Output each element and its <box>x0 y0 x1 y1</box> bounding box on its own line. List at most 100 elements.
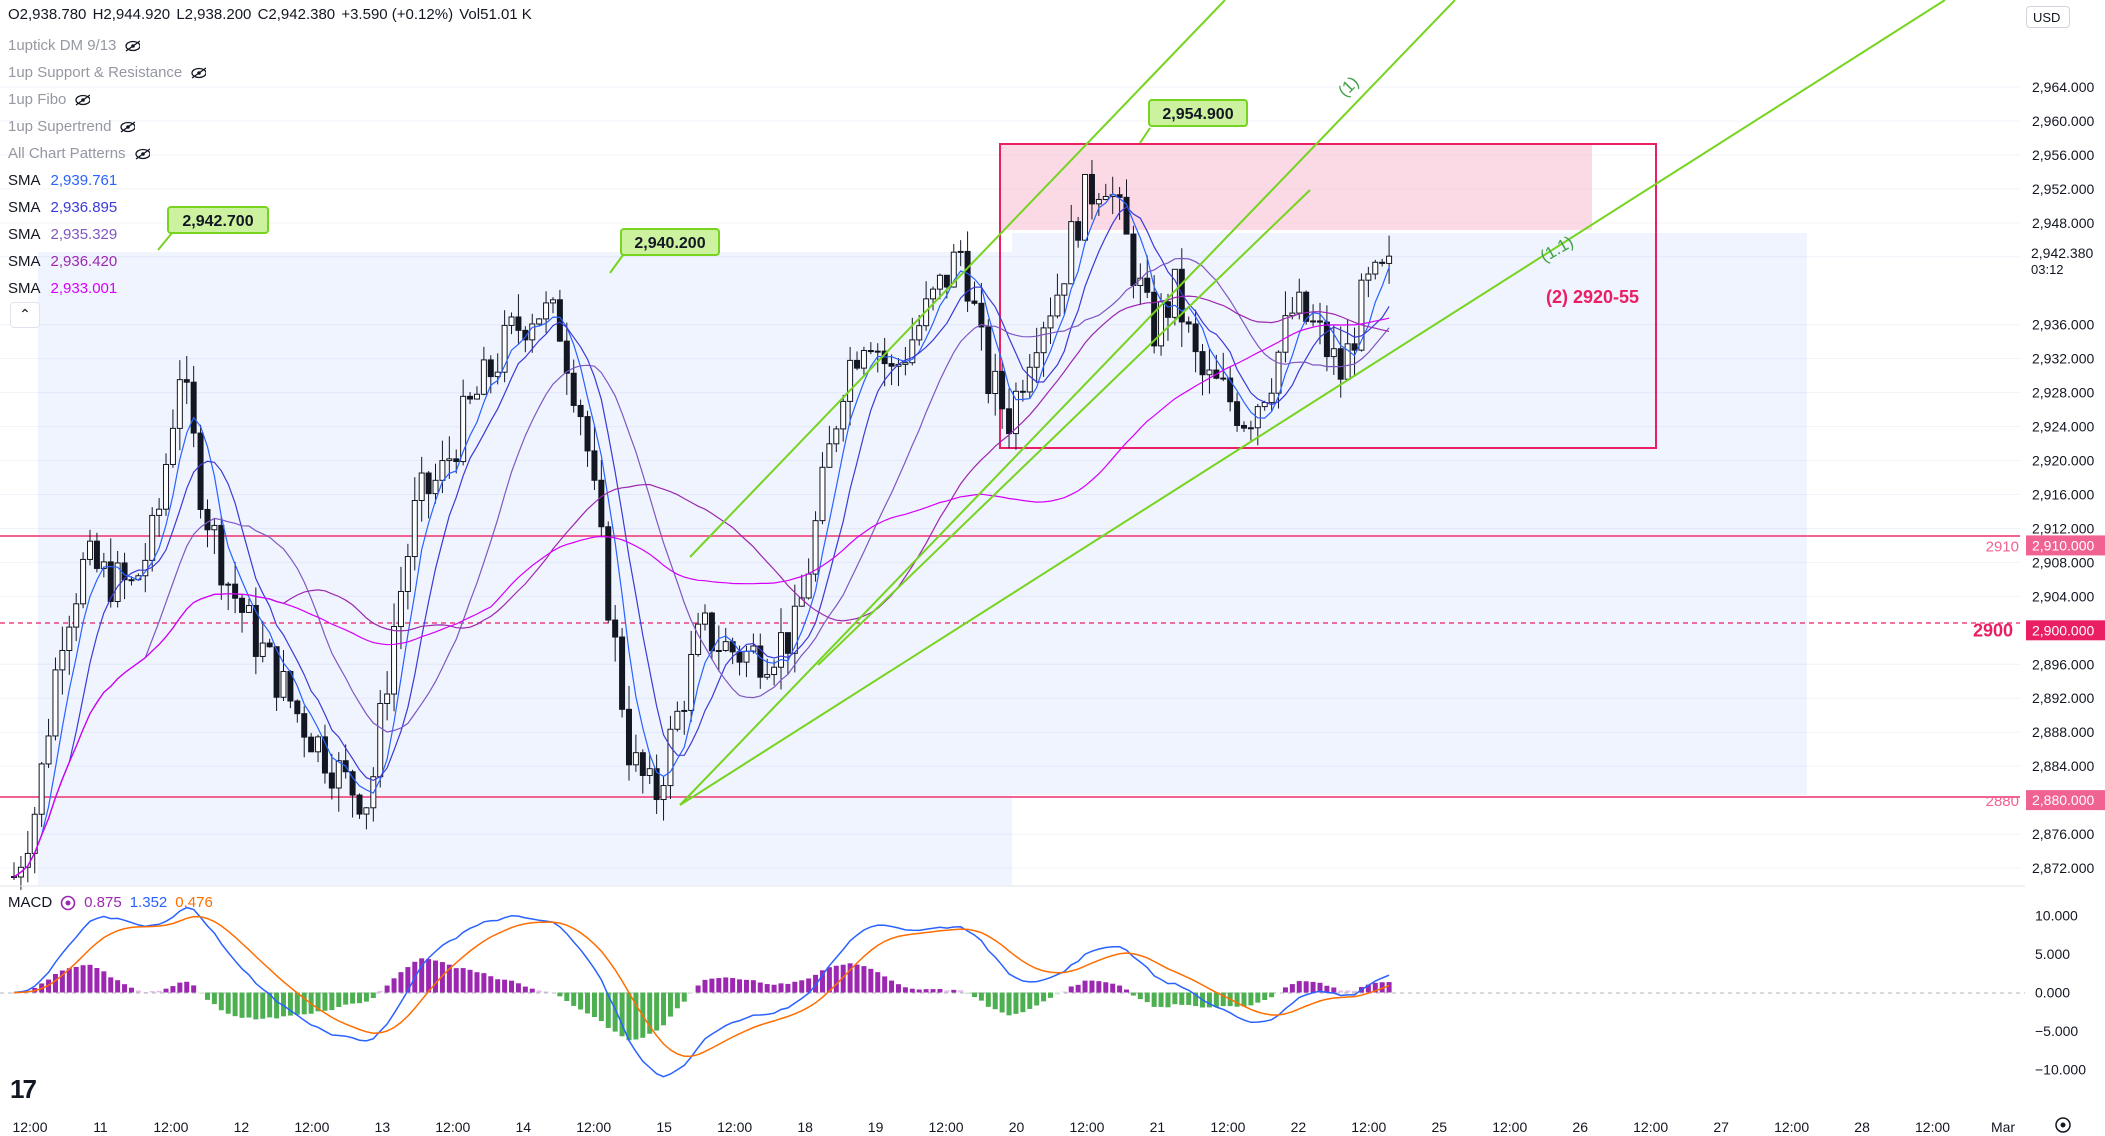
level-tag-value: 2,880.000 <box>2032 792 2094 808</box>
level-tag-bg <box>2026 790 2105 811</box>
macd-hist-bar <box>902 987 908 993</box>
sma-legend-row[interactable]: SMA 2,939.761 <box>8 172 118 189</box>
macd-hist-bar <box>502 979 508 993</box>
candle-body <box>722 641 729 651</box>
callout-2954900[interactable]: 2,954.900 <box>1139 99 1248 144</box>
indicator-row[interactable]: 1uptick DM 9/13 <box>8 32 206 59</box>
sma-legend-row[interactable]: SMA 2,935.329 <box>8 226 118 243</box>
macd-hist-bar <box>191 985 197 993</box>
price-axis[interactable]: 2,964.000 2,960.000 2,956.000 2,952.000 2,94… <box>2032 79 2094 876</box>
candle-body <box>404 556 411 592</box>
candle-body <box>888 363 895 367</box>
macd-hist-bar <box>446 964 452 993</box>
macd-label: MACD <box>8 894 53 911</box>
candle-body <box>93 540 100 569</box>
candle-body <box>169 427 176 465</box>
macd-hist-bar <box>115 980 121 993</box>
candle-body <box>992 370 999 394</box>
macd-hist-bar <box>398 972 404 993</box>
macd-hist-bar <box>1020 992 1026 1013</box>
candle-body <box>1365 273 1372 281</box>
pink-zone-outline[interactable] <box>999 143 1657 449</box>
macd-hist-bar <box>1234 992 1240 1007</box>
candle-body <box>59 650 66 671</box>
candle-body <box>252 605 259 657</box>
channel-lower <box>679 0 1946 806</box>
callout-2940200[interactable]: 2,940.200 <box>609 228 720 274</box>
candle-body <box>771 666 778 676</box>
macd-hist-bar <box>875 972 881 993</box>
macd-hist-bar <box>695 985 701 993</box>
candle-body <box>190 381 197 434</box>
eye-off-icon[interactable] <box>74 93 91 106</box>
macd-hist-bar <box>1255 992 1261 1003</box>
candle-body <box>847 359 854 402</box>
sma-line <box>13 257 1390 878</box>
sma-legend-row[interactable]: SMA 2,936.895 <box>8 199 118 216</box>
high-value: H2,944.920 <box>92 6 171 23</box>
candle-body <box>1033 352 1040 368</box>
candle-body <box>1012 390 1019 435</box>
macd-hist-bar <box>73 966 79 993</box>
refresh-icon[interactable] <box>60 895 76 911</box>
macd-hist-bar <box>1352 990 1358 993</box>
macd-hist-bar <box>985 992 991 1007</box>
sma-legend-row[interactable]: SMA 2,933.001 <box>8 280 118 297</box>
close-value: C2,942.380 <box>257 6 336 23</box>
tradingview-logo[interactable]: 17 <box>10 1074 37 1104</box>
candle-body <box>1178 268 1185 323</box>
time-axis[interactable]: 12:00 11 12:00 12 12:00 13 12:00 14 12:00 15 12:00… <box>12 1119 2015 1135</box>
macd-hist-bar <box>1144 992 1150 1003</box>
price-tick: 2,872.000 <box>2032 860 2094 876</box>
candle-body <box>446 458 453 462</box>
eye-off-icon[interactable] <box>119 120 136 133</box>
candle-body <box>1088 173 1095 205</box>
indicator-row[interactable]: 1up Fibo <box>8 86 206 113</box>
candle-body <box>321 736 328 774</box>
time-tick: 12 <box>234 1119 250 1135</box>
candle-body <box>598 479 605 528</box>
macd-hist-bar <box>481 973 487 993</box>
macd-hist-bar <box>419 958 425 993</box>
candle-body <box>909 339 916 364</box>
time-tick: Mar <box>1991 1119 2015 1135</box>
eye-off-icon[interactable] <box>134 147 150 160</box>
macd-hist-bar <box>1158 992 1164 1007</box>
indicator-row[interactable]: 1up Support & Resistance <box>8 59 207 86</box>
currency-selector[interactable]: USD <box>2026 6 2070 28</box>
eye-off-icon[interactable] <box>190 66 207 79</box>
indicator-row[interactable]: 1up Supertrend <box>8 113 206 140</box>
time-tick: 12:00 <box>1774 1119 1809 1135</box>
level-label: 2880 <box>1986 793 2019 810</box>
candle-body <box>197 432 204 510</box>
macd-hist-bar <box>799 980 805 993</box>
indicator-row[interactable]: All Chart Patterns <box>8 140 206 167</box>
macd-axis[interactable]: 10.000 5.000 0.000 −5.000 −10.000 <box>2035 907 2086 1077</box>
sma-value: 2,936.420 <box>50 253 118 270</box>
macd-hist-bar <box>1262 992 1268 1000</box>
eye-off-icon[interactable] <box>124 39 141 52</box>
candle-body <box>45 735 52 765</box>
sma-value: 2,935.329 <box>50 226 118 243</box>
sma-legend-row[interactable]: SMA 2,936.420 <box>8 253 118 270</box>
macd-line <box>13 906 1390 1078</box>
candle-body <box>681 709 688 712</box>
macd-hist-bar <box>923 989 929 993</box>
macd-hist-bar <box>702 979 708 993</box>
macd-hist-bar <box>688 992 694 994</box>
macd-hist-bar <box>1310 981 1316 993</box>
candle-body <box>425 472 432 495</box>
collapse-legend-button[interactable]: ⌃ <box>10 302 40 328</box>
channel-upper-a <box>689 0 1226 558</box>
settings-icon[interactable] <box>2055 1117 2071 1133</box>
callout-2942700[interactable]: 2,942.700 <box>157 206 269 251</box>
candle-body <box>715 649 722 652</box>
candle-body <box>100 561 107 569</box>
candle-body <box>87 540 94 560</box>
candle-body <box>163 463 170 510</box>
macd-hist-bar <box>1075 984 1081 993</box>
macd-hist-bar <box>1345 990 1351 993</box>
candle-body <box>80 558 87 605</box>
candle-body <box>315 736 322 753</box>
